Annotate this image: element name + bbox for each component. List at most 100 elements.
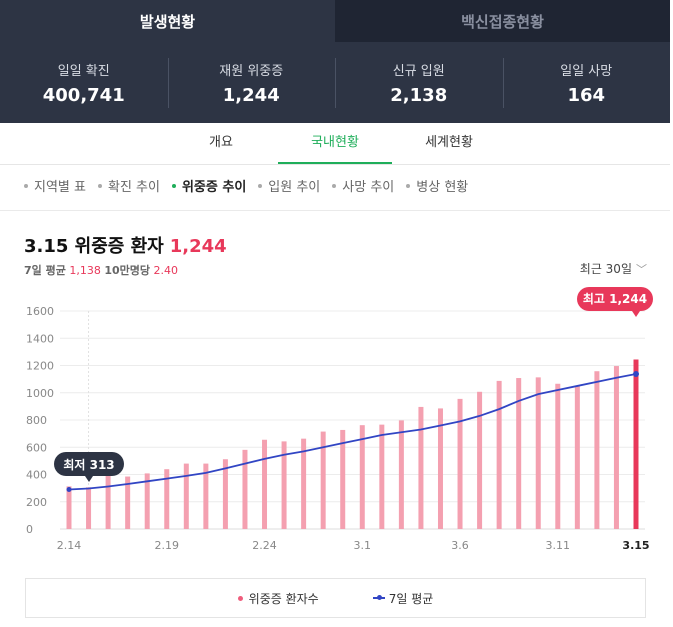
bullet-icon	[171, 183, 176, 188]
max-badge-label: 최고 1,244	[583, 291, 647, 306]
bar	[574, 386, 580, 529]
bar	[496, 380, 502, 529]
per100k-value: 2.40	[153, 264, 179, 277]
divider	[0, 210, 670, 211]
chevron-down-icon: ﹀	[636, 263, 647, 276]
avg-line	[68, 373, 637, 491]
bar	[183, 463, 189, 529]
chart-title: 3.15 위중증 환자 1,244	[24, 232, 227, 258]
chart-legend: 위중증 환자수 7일 평균	[25, 578, 646, 618]
period-dropdown[interactable]: 최근 30일 ﹀	[580, 260, 647, 277]
chip-bed-status[interactable]: 병상 현황	[406, 176, 468, 195]
chip-regional-table[interactable]: 지역별 표	[24, 176, 86, 195]
y-tick-label: 1600	[26, 305, 54, 318]
chip-label: 병상 현황	[416, 180, 469, 195]
avg-value: 1,138	[69, 264, 101, 277]
stat-value: 400,741	[42, 84, 125, 106]
chip-label: 확진 추이	[107, 180, 160, 195]
bar	[164, 469, 170, 529]
chip-label: 지역별 표	[34, 180, 86, 195]
chart-title-value: 1,244	[169, 236, 227, 257]
top-tab-bar: 발생현황 백신접종현황	[0, 0, 670, 42]
bullet-icon	[24, 183, 28, 188]
per100k-label: 10만명당	[104, 264, 151, 277]
y-tick-label: 800	[26, 414, 47, 427]
x-tick-label: 3.11	[546, 539, 571, 552]
stat-new-admissions: 신규 입원 2,138	[335, 54, 503, 112]
x-tick-label: 3.1	[354, 539, 372, 552]
chip-death-trend[interactable]: 사망 추이	[332, 176, 394, 195]
bar	[477, 391, 483, 529]
min-badge-pointer	[85, 476, 93, 482]
legend-dot-icon	[237, 595, 243, 601]
stat-daily-confirmed: 일일 확진 400,741	[0, 54, 168, 112]
stat-label: 일일 사망	[560, 63, 613, 79]
stat-value: 2,138	[390, 84, 448, 106]
tab-vaccination-status[interactable]: 백신접종현황	[335, 0, 670, 42]
max-badge	[577, 287, 653, 311]
bar	[516, 378, 522, 529]
legend-line-icon	[372, 595, 385, 600]
bar	[144, 473, 150, 529]
bar	[398, 420, 404, 529]
bar	[203, 463, 209, 529]
x-tick-label: 3.6	[451, 539, 469, 552]
stat-label: 일일 확진	[57, 63, 110, 79]
y-tick-label: 400	[26, 469, 47, 482]
bar	[437, 408, 443, 529]
chip-label: 입원 추이	[268, 180, 321, 195]
chart-subinfo: 7일 평균 1,138 10만명당 2.40	[24, 262, 178, 278]
bar	[222, 459, 228, 529]
tab-overview[interactable]: 개요	[209, 135, 233, 150]
stats-panel: 일일 확진 400,741 재원 위중증 1,244 신규 입원 2,138 일…	[0, 42, 670, 123]
bullet-icon	[332, 183, 337, 188]
x-tick-label: 3.15	[622, 539, 649, 552]
bar	[66, 486, 72, 529]
tab-outbreak-status[interactable]: 발생현황	[0, 0, 335, 42]
sub-tab-bar: 개요 국내현황 세계현황	[0, 123, 670, 165]
legend-item-avg[interactable]: 7일 평균	[372, 590, 434, 607]
legend-label: 7일 평균	[388, 591, 434, 606]
bar	[281, 441, 287, 529]
bar	[633, 359, 639, 529]
tab-world[interactable]: 세계현황	[425, 135, 473, 150]
bar	[555, 383, 561, 529]
stat-critical: 재원 위중증 1,244	[167, 54, 336, 112]
avg-label: 7일 평균	[24, 264, 66, 277]
y-tick-label: 1400	[26, 332, 54, 345]
legend-item-critical[interactable]: 위중증 환자수	[237, 590, 319, 607]
stat-value: 164	[567, 84, 606, 106]
bullet-icon	[406, 183, 411, 188]
y-tick-label: 1000	[26, 387, 54, 400]
bullet-icon	[97, 183, 102, 188]
bar	[359, 425, 365, 529]
legend-label: 위중증 환자수	[248, 591, 319, 606]
bullet-icon	[258, 183, 263, 188]
chip-admission-trend[interactable]: 입원 추이	[258, 176, 320, 195]
bar	[418, 406, 424, 529]
bar	[457, 398, 463, 529]
chip-label: 위중증 추이	[181, 180, 247, 195]
chart-title-text: 3.15 위중증 환자	[24, 236, 164, 257]
bar	[340, 429, 346, 529]
bar	[301, 438, 307, 529]
bar	[379, 424, 385, 529]
period-label: 최근 30일	[579, 262, 632, 276]
stat-label: 신규 입원	[392, 63, 445, 79]
bar	[535, 377, 541, 529]
chip-critical-trend[interactable]: 위중증 추이	[171, 176, 247, 195]
tab-domestic[interactable]: 국내현황	[278, 123, 392, 164]
chart-type-menu: 지역별 표 확진 추이 위중증 추이 입원 추이 사망 추이 병상 현황	[24, 176, 468, 195]
min-badge-label: 최저 313	[63, 457, 114, 472]
y-tick-label: 1200	[26, 360, 54, 373]
max-badge-pointer	[632, 311, 640, 317]
x-tick-label: 2.14	[57, 539, 82, 552]
bar	[613, 366, 619, 529]
y-tick-label: 200	[26, 496, 47, 509]
chip-confirmed-trend[interactable]: 확진 추이	[97, 176, 160, 195]
avg-point	[66, 486, 72, 492]
bar	[86, 487, 92, 529]
bar	[594, 371, 600, 529]
chip-label: 사망 추이	[342, 180, 395, 195]
stat-value: 1,244	[222, 84, 280, 106]
